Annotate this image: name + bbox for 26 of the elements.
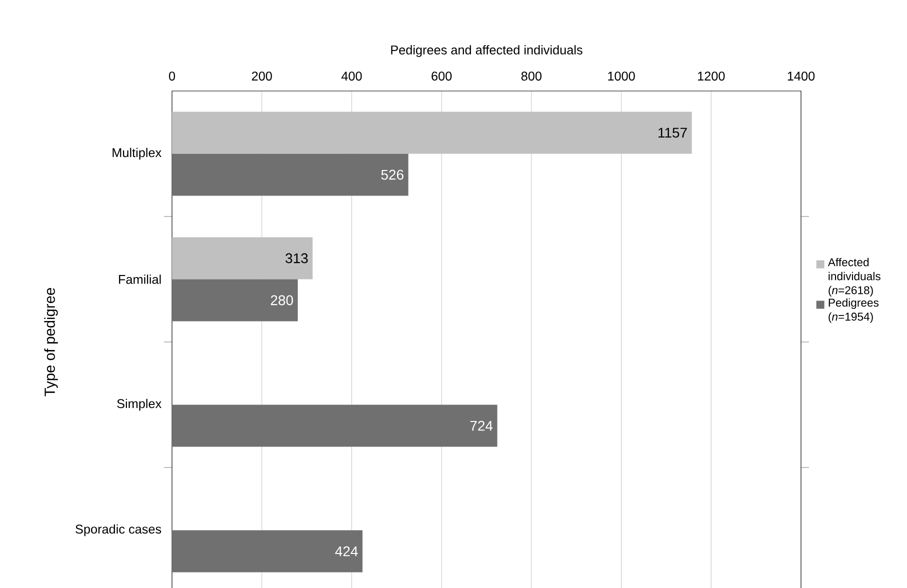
data-label: 724 xyxy=(470,420,493,431)
y-tick-label: Familial xyxy=(119,274,161,284)
y-tick-label: Multiplex xyxy=(112,148,162,160)
legend-label: Pedigrees (n=1954) xyxy=(828,298,879,323)
y-axis-title: Type of pedigree xyxy=(44,288,58,396)
data-label: 313 xyxy=(286,253,308,264)
legend-label: Affected individuals (n=2618) xyxy=(828,258,880,296)
y-tick-label: Sporadic cases xyxy=(76,524,162,536)
data-label: 1157 xyxy=(658,128,687,138)
x-tick-label: 200 xyxy=(252,72,272,81)
data-label: 526 xyxy=(381,170,404,180)
x-axis-title: Pedigrees and affected individuals xyxy=(391,45,582,57)
x-tick-label: 1200 xyxy=(698,72,725,81)
x-tick-label: 1000 xyxy=(608,72,635,81)
data-label: 280 xyxy=(270,295,293,306)
data-label: 424 xyxy=(335,546,358,556)
x-tick-label: 0 xyxy=(168,72,176,81)
bar xyxy=(172,279,298,322)
x-tick-label: 400 xyxy=(341,72,362,81)
bar xyxy=(172,530,362,572)
bar xyxy=(172,404,498,447)
bar xyxy=(172,154,408,196)
x-tick-label: 1400 xyxy=(788,72,815,81)
x-tick-label: 800 xyxy=(521,72,542,81)
x-tick-label: 600 xyxy=(432,72,452,81)
y-tick-label: Simplex xyxy=(117,398,162,411)
